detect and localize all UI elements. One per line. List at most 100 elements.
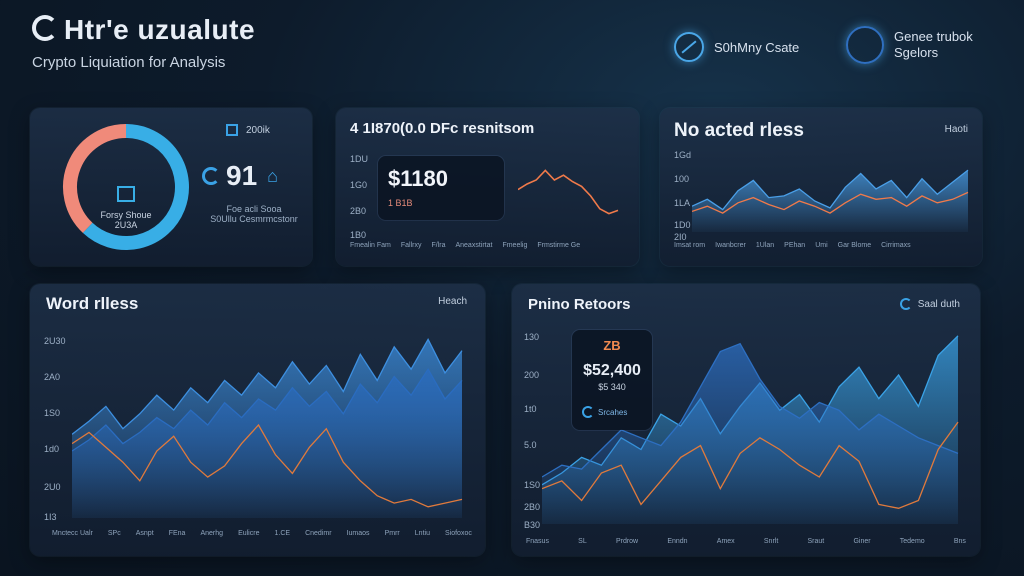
- donut-slice: [63, 124, 127, 233]
- x-tick: Giner: [853, 538, 871, 545]
- panel1-corner: 200ik: [226, 124, 270, 136]
- legend-item: 1Ulan: [755, 242, 775, 249]
- y-tick: 1D0: [674, 220, 691, 230]
- legend-item: Fallrxy: [400, 242, 422, 249]
- panel2-legend: Fmealin Fam Fallrxy F/lra Aneaxstirtat F…: [350, 242, 580, 249]
- panel3-title: No acted rless: [674, 120, 804, 141]
- y-tick: 2I0: [674, 232, 687, 242]
- x-tick: Mnctecc Ualr: [52, 530, 93, 537]
- retoors-caption: $5 340: [598, 382, 626, 392]
- legend-item: Gar Blome: [837, 242, 872, 249]
- x-tick: Tedemo: [899, 538, 925, 545]
- panel-price: 4 1I870(0.0 DFc resnitsom 1DU 1G0 2B0 1B…: [336, 108, 639, 266]
- c-icon: [899, 298, 912, 310]
- c-icon: [582, 406, 594, 418]
- y-tick: 2B0: [350, 206, 367, 216]
- y-tick: 1S0: [44, 408, 61, 418]
- series-line: [692, 191, 969, 214]
- y-tick: 1G0: [350, 180, 368, 190]
- donut-center-value: 2U3A: [114, 220, 138, 230]
- x-tick: Sraut: [807, 538, 825, 545]
- x-tick: SPc: [107, 530, 121, 537]
- y-tick: 2A0: [44, 372, 61, 382]
- legend-item: Frmstirme Ge: [537, 242, 581, 249]
- compass-icon: [674, 32, 704, 62]
- panel-activity: No acted rless Haoti 1Gd 100 1LA 1D0 2I0…: [660, 108, 982, 266]
- panel3-legend: Imsat rom Iwanbcrer 1Ulan PEhan Umi Gar …: [674, 242, 911, 249]
- legend-item: Fmealin Fam: [350, 242, 391, 249]
- x-tick: Bns: [953, 538, 966, 545]
- legend-item: Iwanbcrer: [715, 242, 746, 249]
- y-tick: B30: [524, 520, 541, 530]
- panel2-title: 4 1I870(0.0 DFc resnitsom: [350, 120, 535, 137]
- metric-caption-1: Foe acli Sooa: [226, 204, 282, 214]
- y-tick: 1d0: [44, 444, 60, 454]
- legend-item: Umi: [815, 242, 828, 249]
- x-tick: Iumaos: [346, 530, 370, 537]
- home-icon: ⌂: [267, 165, 279, 186]
- top-link-1-label: S0hMny Csate: [714, 39, 800, 55]
- panel-retoors: Pnino Retoors Saal duth 130 200 1t0 5.0 …: [512, 284, 980, 556]
- x-tick: Anerhg: [200, 530, 224, 537]
- legend-item: Imsat rom: [674, 242, 706, 249]
- y-tick: 1B0: [350, 230, 367, 240]
- globe-icon: [846, 26, 884, 64]
- donut-center-label: Forsy Shoue: [100, 210, 152, 220]
- legend-item: Aneaxstirtat: [455, 242, 493, 249]
- y-tick: 100: [674, 174, 690, 184]
- x-tick: FEna: [168, 530, 186, 537]
- retoors-value: $52,400: [583, 362, 641, 379]
- price-value-box: $1180 1 B1B: [378, 156, 504, 220]
- legend-item: PEhan: [784, 242, 806, 249]
- series-area: [72, 369, 462, 518]
- top-link-1[interactable]: S0hMny Csate: [674, 32, 799, 62]
- top-link-2-line2: Sgelors: [894, 45, 939, 60]
- y-tick: 200: [524, 370, 540, 380]
- panel1-metric: 91 ⌂: [202, 160, 278, 192]
- x-tick: Prdrow: [615, 538, 639, 545]
- series-area: [542, 343, 958, 524]
- series-line: [72, 367, 463, 452]
- x-tick: Siofoxoc: [445, 530, 472, 537]
- series-line: [542, 421, 959, 509]
- panel5-corner: Saal duth: [899, 298, 960, 310]
- y-tick: 2B0: [524, 502, 541, 512]
- retoors-value-top: ZB: [603, 338, 621, 353]
- panel4-corner: Heach: [438, 296, 467, 307]
- retoors-footer: Srcahes: [582, 406, 627, 418]
- panel4-x-axis: Mnctecc Ualr SPc Asnpt FEna Anerhg Eulic…: [52, 530, 472, 537]
- legend-item: F/lra: [431, 242, 446, 249]
- series-line: [542, 342, 959, 478]
- series-line: [72, 423, 463, 508]
- app-title: Htr'e uzualute: [32, 14, 255, 46]
- logo-icon: [32, 15, 58, 41]
- x-tick: Asnpt: [135, 530, 154, 537]
- panel-word: Word rlless Heach 2U30 2A0 1S0 1d0 2U0 1…: [30, 284, 485, 556]
- y-tick: 2U30: [44, 336, 66, 346]
- x-tick: 1.CE: [274, 530, 291, 537]
- panel3-corner: Haoti: [944, 124, 968, 135]
- y-tick: 2U0: [44, 482, 61, 492]
- top-link-2-line1: Genee trubok: [894, 29, 973, 44]
- panel5-x-axis: Fnasus SL Prdrow Enndn Amex Snrlt Sraut …: [526, 538, 966, 545]
- y-tick: 1Gd: [674, 150, 692, 160]
- donut-center-icon: [117, 186, 135, 202]
- panel-donut: Forsy Shoue 2U3A 200ik 91 ⌂ Foe acli Soo…: [30, 108, 312, 266]
- panel5-area-chart: [542, 335, 959, 524]
- x-tick: Pmrr: [384, 530, 400, 537]
- x-tick: Snrlt: [763, 538, 779, 545]
- series-area: [692, 170, 968, 232]
- panel4-area-chart: [72, 338, 463, 518]
- legend-item: Fmeelig: [502, 242, 528, 249]
- app-subtitle: Crypto Liquiation for Analysis: [32, 54, 226, 71]
- y-tick: 1DU: [350, 154, 369, 164]
- y-tick: 1t0: [524, 404, 537, 414]
- metric-icon: [202, 167, 220, 185]
- metric-caption-2: S0Ullu Cesmrmcstonr: [210, 214, 298, 224]
- panel5-title: Pnino Retoors: [528, 296, 631, 313]
- legend-item: Cirrimaxs: [881, 242, 911, 249]
- top-link-2[interactable]: Genee trubok Sgelors: [846, 26, 973, 64]
- y-tick: 1I3: [44, 512, 57, 522]
- price-caption: 1 B1B: [388, 198, 413, 208]
- x-tick: Amex: [716, 538, 735, 545]
